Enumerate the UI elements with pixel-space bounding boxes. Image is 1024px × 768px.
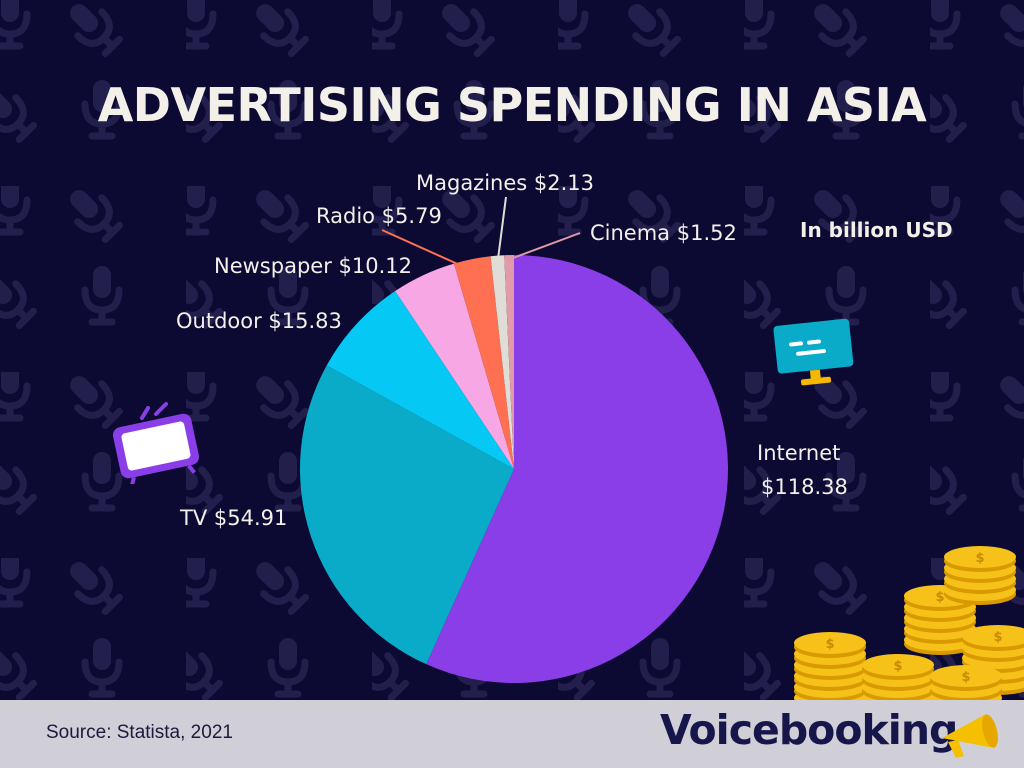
pie-slice-radio [453,256,514,469]
slice-label-magazines: Magazines $2.13 [416,171,594,195]
megaphone-icon [942,714,998,758]
monitor-icon [773,318,854,386]
chart-title: ADVERTISING SPENDING IN ASIA [97,78,927,132]
slice-label-cinema: Cinema $1.52 [590,221,737,245]
coin-stack-icon: $ $ $ $ $ $ [794,546,1024,700]
slice-label-internet: Internet $118.38 [757,441,848,499]
slice-label-newspaper: Newspaper $10.12 [214,254,412,278]
leader-line-radio [381,229,463,267]
slice-label-outdoor: Outdoor $15.83 [176,309,342,333]
unit-note: In billion USD [800,218,953,242]
svg-text:$: $ [961,670,970,685]
pie-slice-magazines [490,255,514,469]
slice-label-radio: Radio $5.79 [316,204,442,228]
pie-slice-cinema [504,255,514,469]
footer: Source: Statista, 2021 Voicebooking [0,700,1024,768]
svg-text:$: $ [975,551,984,566]
leader-line-cinema [512,232,581,259]
tv-icon [112,402,200,484]
pie-slice-tv [300,365,514,665]
svg-text:$: $ [893,659,902,674]
pie-slice-newspaper [395,263,514,469]
pie-slice-outdoor [326,291,514,469]
slice-label-tv: TV $54.91 [179,506,287,530]
source-note: Source: Statista, 2021 [46,722,233,743]
svg-text:$: $ [993,630,1002,645]
svg-text:$: $ [825,637,834,652]
leader-line-magazines [497,196,507,260]
svg-text:$: $ [935,590,944,605]
pie-chart: Internet $118.38 TV $54.91 Outdoor $15.83 Ne… [176,171,848,683]
pie-slice-internet [426,255,728,683]
brand-logo: Voicebooking [660,706,958,754]
